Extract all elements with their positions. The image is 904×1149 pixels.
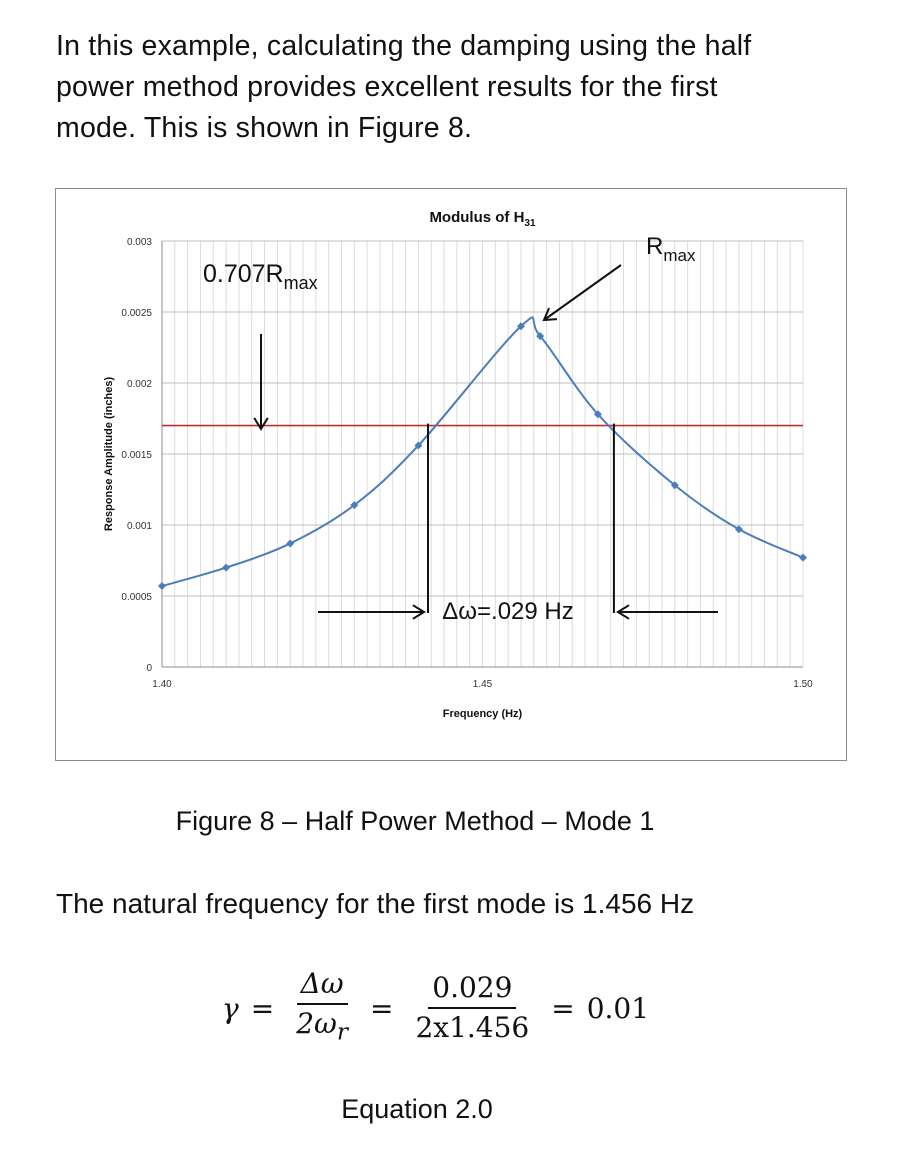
data-point: [593, 410, 602, 419]
data-point: [350, 501, 359, 510]
equation-label: Equation 2.0: [341, 1094, 493, 1124]
damping-result: 0.01: [586, 991, 650, 1025]
y-tick-label: 0.001: [127, 521, 152, 532]
half-power-arrow-head: [253, 417, 269, 431]
denominator-numeric: 2x1.456: [415, 1011, 530, 1044]
equals-sign: =: [250, 991, 275, 1025]
denominator-symbolic: 2ωr: [296, 1007, 349, 1046]
data-point: [670, 481, 679, 490]
x-tick-label: 1.45: [473, 679, 493, 690]
numerator-symbolic: Δω: [296, 969, 348, 1006]
half-power-label: 0.707Rmax: [203, 260, 318, 293]
fraction-numeric: 0.029 2x1.456: [411, 973, 533, 1043]
data-point: [222, 563, 231, 572]
delta-right-arrow-head: [615, 604, 630, 620]
x-axis-label: Frequency (Hz): [443, 708, 523, 720]
y-tick-label: 0.0005: [121, 592, 152, 603]
chart-title: Modulus of H31: [429, 209, 536, 229]
data-point: [516, 322, 525, 331]
omega-subscript: r: [336, 1017, 349, 1046]
y-tick-label: 0.0015: [121, 450, 152, 461]
rmax-arrow: [543, 264, 622, 321]
natural-frequency-statement: The natural frequency for the first mode…: [56, 888, 695, 919]
delta-omega-label: Δω=.029 Hz: [442, 598, 574, 625]
y-tick-label: 0: [146, 663, 152, 674]
damping-equation: γ = Δω 2ωr = 0.029 2x1.456 = 0.01: [222, 966, 649, 1050]
data-point: [158, 582, 166, 591]
chart-frame: 0 0.0005 0.001 0.0015 0.002 0.0025 0.003 1.40 1.…: [55, 188, 847, 761]
data-point: [536, 332, 545, 341]
fraction-symbolic: Δω 2ωr: [292, 969, 352, 1047]
delta-left-arrow-head: [412, 604, 426, 620]
x-tick-label: 1.50: [793, 679, 813, 690]
intro-paragraph: In this example, calculating the damping…: [56, 30, 752, 144]
data-point: [414, 441, 423, 450]
data-point: [799, 553, 807, 562]
figure-caption: Figure 8 – Half Power Method – Mode 1: [175, 806, 655, 836]
y-tick-label: 0.002: [127, 379, 152, 390]
gamma-symbol: γ: [222, 991, 239, 1025]
equals-sign-2: =: [370, 991, 394, 1025]
rmax-label: Rmax: [646, 233, 696, 265]
modulus-chart: 0 0.0005 0.001 0.0015 0.002 0.0025 0.003 1.40 1.…: [103, 209, 813, 720]
x-tick-label: 1.40: [152, 679, 172, 690]
y-tick-label: 0.003: [127, 237, 152, 248]
data-point: [734, 525, 743, 534]
rmax-arrow-head: [542, 307, 558, 322]
y-tick-label: 0.0025: [121, 308, 152, 319]
data-point: [286, 539, 295, 548]
numerator-numeric: 0.029: [428, 973, 517, 1009]
equals-sign-3: =: [551, 991, 575, 1025]
y-axis-label: Response Amplitude (inches): [103, 377, 115, 532]
